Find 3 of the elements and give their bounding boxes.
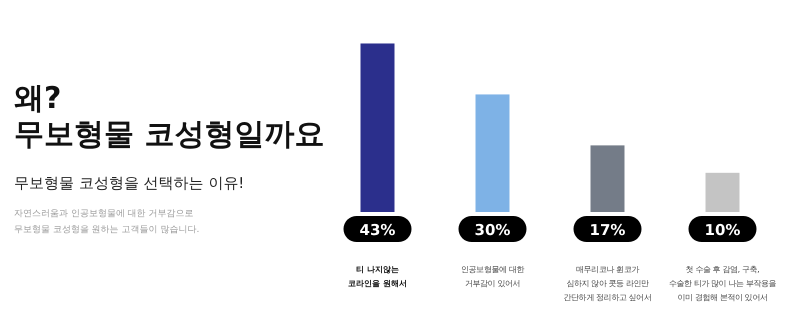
title: 왜? 무보형물 코성형일까요 (14, 81, 324, 152)
subtitle: 무보형물 코성형을 선택하는 이유! (14, 174, 244, 192)
annotation: 자연스러움과 인공보형물에 대한 거부감으로 무보형물 코성형을 원하는 고객들이 많습니다. (14, 209, 200, 235)
